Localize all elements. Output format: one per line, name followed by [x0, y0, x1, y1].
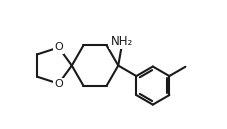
- Text: NH₂: NH₂: [111, 35, 133, 48]
- Text: O: O: [54, 79, 63, 89]
- Text: O: O: [54, 42, 63, 53]
